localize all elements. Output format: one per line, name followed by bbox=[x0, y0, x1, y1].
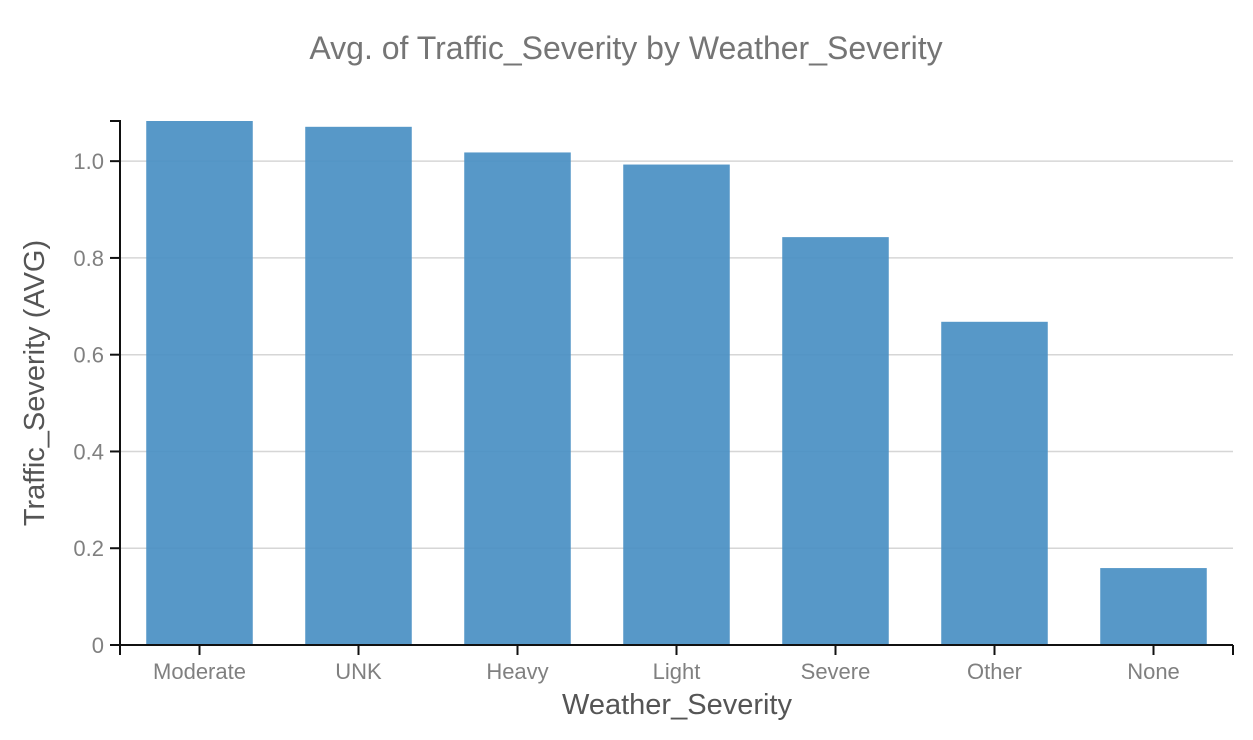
x-tick-label: Other bbox=[967, 659, 1022, 684]
bar-severe bbox=[782, 237, 889, 645]
bar-other bbox=[941, 321, 1048, 645]
y-tick-label: 0 bbox=[92, 633, 104, 658]
chart-title: Avg. of Traffic_Severity by Weather_Seve… bbox=[309, 30, 942, 66]
bar-none bbox=[1100, 568, 1207, 645]
y-tick-label: 0.2 bbox=[73, 536, 104, 561]
y-tick-label: 1.0 bbox=[73, 149, 104, 174]
x-tick-label: UNK bbox=[335, 659, 382, 684]
bars bbox=[146, 121, 1207, 645]
bar-unk bbox=[305, 126, 412, 645]
y-tick-label: 0.8 bbox=[73, 246, 104, 271]
bar-light bbox=[623, 164, 730, 645]
x-tick-label: Severe bbox=[801, 659, 871, 684]
x-tick-label: Light bbox=[653, 659, 701, 684]
x-tick-label: Heavy bbox=[486, 659, 548, 684]
y-ticks: 0 0.2 0.4 0.6 0.8 1.0 bbox=[73, 149, 120, 658]
x-axis-title: Weather_Severity bbox=[562, 689, 792, 721]
bar-heavy bbox=[464, 152, 571, 645]
y-tick-label: 0.4 bbox=[73, 439, 104, 464]
y-axis-title: Traffic_Severity (AVG) bbox=[19, 240, 51, 526]
x-tick-label: Moderate bbox=[153, 659, 246, 684]
y-tick-label: 0.6 bbox=[73, 343, 104, 368]
bar-moderate bbox=[146, 121, 253, 645]
x-ticks: Moderate UNK Heavy Light Severe Other None bbox=[153, 645, 1180, 684]
x-tick-label: None bbox=[1127, 659, 1180, 684]
